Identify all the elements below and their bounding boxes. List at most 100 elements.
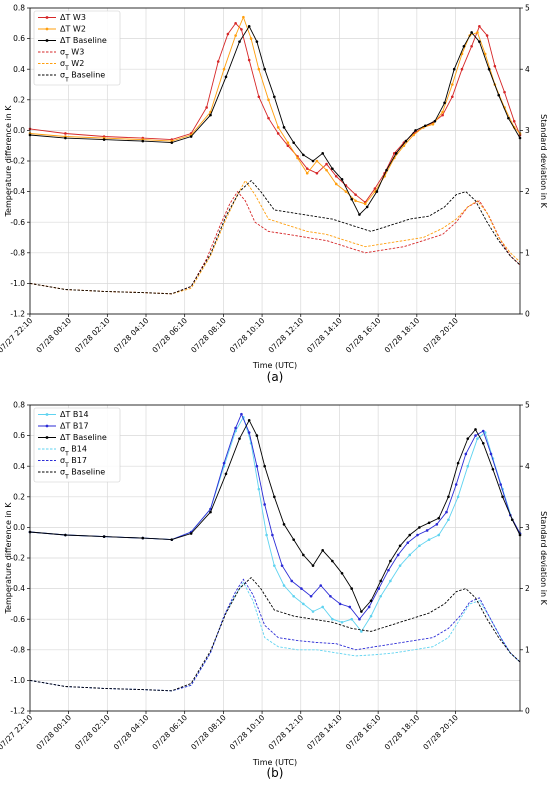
data-point-delta-t-b14 (273, 564, 276, 567)
data-point-delta-t-w2 (296, 156, 299, 160)
data-point-delta-t-w3 (450, 95, 454, 99)
y-right-tick-label: 5 (525, 401, 530, 410)
legend-label: ΔT B14 (60, 410, 89, 419)
y-tick-label: -0.2 (10, 554, 25, 563)
data-point-delta-t-w2 (276, 126, 280, 129)
x-tick-label: 07/28 08:10 (189, 316, 228, 355)
data-point-delta-t-baseline (238, 40, 241, 43)
panel-caption: (a) (267, 370, 284, 384)
data-point-delta-t-baseline (273, 495, 276, 499)
data-point-delta-t-b14 (282, 584, 286, 587)
data-point-delta-t-baseline (302, 153, 305, 157)
legend-label: ΔT B17 (60, 422, 89, 431)
data-point-delta-t-b14 (447, 518, 450, 522)
x-tick-label: 07/28 12:10 (267, 713, 306, 752)
data-point-delta-t-baseline (102, 138, 106, 141)
y-right-axis-label: Standard deviation in K (539, 511, 548, 606)
data-point-delta-t-b14 (311, 610, 315, 613)
data-point-delta-t-b17 (263, 503, 266, 506)
y-tick-label: -1.2 (10, 707, 25, 716)
data-point-delta-t-w3 (334, 175, 338, 178)
data-point-delta-t-w3 (392, 152, 396, 155)
data-point-delta-t-baseline (427, 521, 431, 525)
x-tick-label: 07/28 18:10 (383, 316, 422, 355)
x-tick-label: 07/28 08:10 (189, 713, 228, 752)
data-point-delta-t-baseline (389, 559, 392, 563)
y-right-tick-label: 4 (525, 462, 530, 471)
y-tick-label: -0.6 (10, 615, 25, 624)
data-point-delta-t-baseline (321, 549, 324, 552)
data-point-delta-t-b14 (483, 431, 487, 434)
data-point-delta-t-w2 (305, 171, 309, 175)
legend-marker (45, 27, 49, 31)
data-point-delta-t-b14 (265, 533, 268, 537)
data-point-delta-t-baseline (478, 40, 481, 43)
data-point-delta-t-b17 (406, 541, 410, 544)
data-point-delta-t-baseline (379, 579, 383, 583)
chart-panel-2: -1.2 -1.0 -0.8 -0.6 -0.4 -0.2 0.0 0.2 0.4 0.6 0.8 0… (0, 401, 548, 780)
data-point-delta-t-w3 (257, 95, 261, 99)
data-point-delta-t-baseline (350, 587, 354, 590)
data-point-delta-t-b14 (257, 487, 261, 491)
y-right-tick-label: 0 (525, 310, 530, 319)
data-point-delta-t-baseline (302, 553, 305, 557)
data-point-delta-t-baseline (247, 25, 251, 28)
data-point-delta-t-b14 (302, 602, 305, 606)
data-point-delta-t-b14 (466, 464, 470, 468)
data-point-delta-t-baseline (273, 95, 276, 99)
data-point-delta-t-baseline (64, 136, 67, 140)
legend-label: ΔT Baseline (60, 36, 107, 45)
x-tick-label: 07/28 12:10 (267, 316, 306, 355)
data-point-delta-t-b14 (408, 553, 412, 557)
data-point-delta-t-w2 (476, 31, 479, 34)
data-point-delta-t-w3 (478, 25, 481, 28)
series-line-sigma-t-baseline (29, 576, 521, 692)
data-point-delta-t-baseline (433, 119, 437, 123)
y-tick-label: 0.0 (13, 523, 25, 532)
y-tick-label: 0.2 (13, 492, 25, 501)
y-right-tick-label: 2 (525, 584, 530, 593)
series-line-sigma-t-b14 (29, 581, 521, 692)
x-tick-label: 07/28 04:10 (112, 713, 151, 752)
data-point-delta-t-w3 (234, 22, 237, 25)
data-point-delta-t-baseline (263, 464, 266, 468)
data-point-delta-t-w2 (441, 110, 444, 114)
data-point-delta-t-w3 (64, 132, 67, 135)
data-point-delta-t-baseline (331, 167, 334, 170)
data-point-delta-t-baseline (255, 40, 259, 43)
data-point-delta-t-b17 (499, 483, 502, 486)
data-point-delta-t-baseline (408, 533, 412, 537)
series-line-delta-t-b17 (29, 413, 521, 620)
data-point-delta-t-w3 (460, 67, 464, 71)
data-point-delta-t-w2 (373, 190, 377, 193)
y-tick-label: -1.2 (10, 310, 25, 319)
y-tick-label: 0.8 (13, 4, 25, 13)
y-right-axis-label: Standard deviation in K (539, 114, 548, 209)
data-point-delta-t-b14 (350, 617, 354, 621)
x-tick-label: 07/27 22:10 (0, 713, 35, 752)
data-point-delta-t-w2 (412, 133, 415, 137)
data-point-delta-t-w3 (305, 167, 309, 170)
data-point-delta-t-b17 (271, 533, 274, 537)
x-tick-label: 07/28 00:10 (34, 316, 73, 355)
x-tick-label: 07/28 14:10 (305, 713, 344, 752)
data-point-delta-t-baseline (462, 44, 466, 48)
data-point-delta-t-b14 (427, 538, 431, 541)
data-point-delta-t-baseline (398, 544, 402, 548)
x-tick-label: 07/28 06:10 (150, 316, 189, 355)
data-point-delta-t-w2 (242, 15, 245, 19)
data-point-delta-t-w3 (373, 187, 377, 190)
data-point-delta-t-w2 (257, 67, 261, 71)
series-line-sigma-t-w3 (29, 190, 521, 295)
data-point-delta-t-w3 (441, 113, 444, 117)
data-point-delta-t-baseline (263, 67, 266, 71)
data-point-delta-t-baseline (282, 523, 286, 526)
data-point-delta-t-b17 (489, 452, 493, 456)
data-point-delta-t-w2 (325, 168, 328, 172)
y-right-tick-label: 5 (525, 4, 530, 13)
data-point-delta-t-w3 (315, 171, 319, 175)
data-point-delta-t-baseline (360, 610, 363, 613)
data-point-delta-t-b17 (247, 431, 251, 434)
